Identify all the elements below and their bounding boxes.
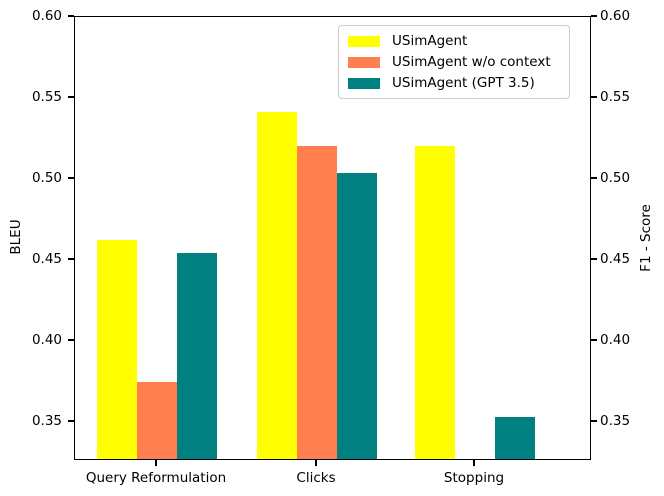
legend: USimAgent USimAgent w/o context USimAgent … [338, 25, 570, 99]
y-tick-label-right: 0.35 [600, 413, 631, 430]
y-tick-mark-right [591, 96, 597, 98]
x-tick-label: Clicks [296, 470, 336, 486]
legend-label: USimAgent (GPT 3.5) [392, 75, 535, 91]
y-tick-mark-right [591, 339, 597, 341]
y-tick-mark-right [591, 420, 597, 422]
legend-label: USimAgent [392, 33, 468, 49]
y-axis-label-left: BLEU [8, 219, 24, 255]
x-tick-label: Stopping [443, 470, 505, 486]
bar-usimagent-gpt-3-5 [337, 173, 377, 459]
y-tick-label-left: 0.50 [31, 170, 62, 187]
bar-usimagent-gpt-3-5 [177, 252, 217, 459]
y-tick-mark-left [68, 258, 74, 260]
legend-item: USimAgent [348, 33, 559, 49]
bar-usimagent-w-o-context [137, 381, 177, 459]
y-tick-label-left: 0.55 [31, 89, 62, 106]
y-tick-mark-left [68, 15, 74, 17]
x-tick-mark [315, 460, 317, 466]
y-tick-label-right: 0.40 [600, 332, 631, 349]
y-tick-mark-right [591, 258, 597, 260]
bar-usimagent [257, 112, 297, 459]
y-tick-label-left: 0.40 [31, 332, 62, 349]
y-tick-mark-right [591, 15, 597, 17]
y-tick-mark-left [68, 339, 74, 341]
plot-area: USimAgent USimAgent w/o context USimAgent … [74, 16, 591, 460]
y-tick-label-left: 0.45 [31, 251, 62, 268]
y-tick-mark-left [68, 420, 74, 422]
x-tick-label: Query Reformulation [85, 470, 227, 486]
y-tick-label-left: 0.60 [31, 8, 62, 24]
x-tick-mark [473, 460, 475, 466]
legend-swatch-icon [348, 56, 380, 68]
bar-usimagent-w-o-context [297, 146, 337, 459]
bar-usimagent [97, 239, 137, 459]
y-tick-mark-left [68, 177, 74, 179]
legend-swatch-icon [348, 35, 380, 47]
y-tick-label-right: 0.50 [600, 170, 631, 187]
y-tick-label-right: 0.60 [600, 8, 631, 24]
legend-item: USimAgent (GPT 3.5) [348, 75, 559, 91]
y-tick-mark-right [591, 177, 597, 179]
legend-swatch-icon [348, 77, 380, 89]
y-tick-mark-left [68, 96, 74, 98]
x-tick-mark [155, 460, 157, 466]
legend-item: USimAgent w/o context [348, 54, 559, 70]
legend-label: USimAgent w/o context [392, 54, 551, 70]
bar-usimagent-gpt-3-5 [495, 417, 535, 459]
y-tick-label-right: 0.55 [600, 89, 631, 106]
bar-usimagent [415, 146, 455, 459]
y-tick-label-right: 0.45 [600, 251, 631, 268]
y-tick-label-left: 0.35 [31, 413, 62, 430]
